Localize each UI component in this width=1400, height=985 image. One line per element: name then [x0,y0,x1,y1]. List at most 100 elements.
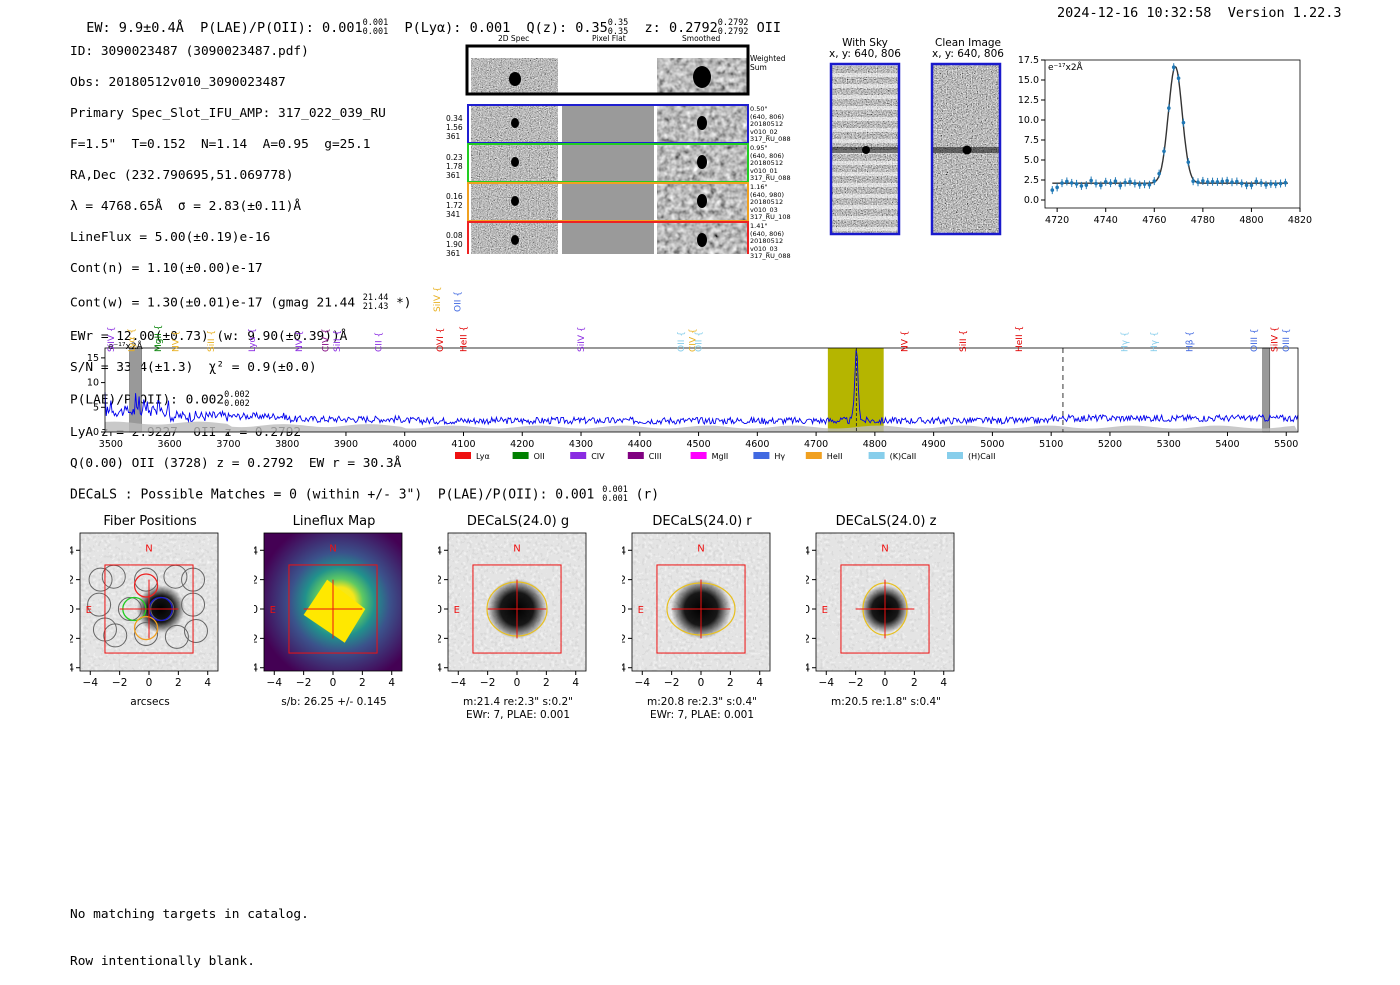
legend-swatch [868,452,885,459]
legend-label: HeII [827,452,843,461]
fiber-row-right-label: 0.95" (640, 806) 20180512 v010_01 317_RU… [750,144,791,182]
search-box [840,564,930,654]
panel-5: DECaLS(24.0) z N E −4 −4 −2 −2 0 0 2 2 4 4 m:20.5 re:… [806,512,966,727]
fiber-circle [183,619,208,644]
fiber-row-left-label: 0.08 1.90 361 [446,231,463,258]
zoom-xtick-label: 4820 [1288,215,1312,226]
legend-label: (K)CaII [890,452,917,461]
plya-label: P(Lyα): [404,20,462,36]
fiber-row-left-label: 0.16 1.72 341 [446,192,463,219]
line-label-text: OII { [677,331,687,352]
panel-xtick-label: 2 [359,677,366,689]
weighted-frame [465,44,750,96]
line-label: OII { [695,331,705,352]
panel-title: DECaLS(24.0) z [835,514,937,529]
zoom-data-point [1137,183,1142,187]
panel-xtick-label: −2 [112,677,127,689]
spec-xtick-label: 4300 [569,439,593,450]
line-label-text: NV { [295,331,305,352]
panel-4: DECaLS(24.0) r N E −4 −4 −2 −2 0 0 2 2 4 4 m:20.8 re:… [622,512,782,727]
line-label-text: SiII { [207,330,217,352]
line-label: Lyα { [248,328,258,352]
fiber-circle-red [133,573,159,598]
zoom-data-point [1259,181,1263,185]
fiber-row-left-label: 0.23 1.78 361 [446,153,463,180]
info-fparams: F=1.5" T=0.152 N=1.14 A=0.95 g=25.1 [70,136,371,152]
zoom-data-point [1152,179,1157,183]
panel-xtick-label: 4 [940,677,947,689]
line-label-text: SiIV { [107,326,117,352]
fiber-circle [164,624,189,649]
sky-images [829,62,1002,236]
zoom-data-point [1118,183,1123,188]
info-contw-err: 21.44 21.43 [362,292,389,312]
line-label: CIV { [321,328,331,352]
zoom-xtick-label: 4720 [1045,215,1069,226]
spec-xtick-label: 4500 [686,439,710,450]
zoom-data-point [1196,180,1200,185]
line-label: HeII { [459,326,469,352]
plae-err: 0.001 0.001 [362,18,389,37]
fiber-flat-image [562,223,654,254]
line-label-text: Lyα { [127,328,137,352]
fiber-source-blob [511,157,519,167]
spec-xtick-label: 5100 [1039,439,1063,450]
legend-label: Hγ [774,452,785,461]
panel-ytick-label: −4 [254,663,258,675]
spec-xtick-label: 3800 [275,439,299,450]
north-label: N [329,544,336,555]
zoom-data-point [1244,183,1249,187]
info-obs: Obs: 20180512v010_3090023487 [70,74,286,90]
line-label: Hγ { [1150,331,1160,352]
clean-image-title: Clean Image x, y: 640, 806 [932,37,1004,60]
panel-title: Fiber Positions [103,514,197,529]
line-label-text: CIV { [689,328,699,352]
line-label: OIII { [1250,328,1260,352]
fiber-row-right-label: 0.50" (640, 806) 20180512 v010_02 317_RU… [750,105,791,143]
panel-ytick-label: −4 [70,663,74,675]
info-lambda: λ = 4768.65Å σ = 2.83(±0.11)Å [70,198,302,214]
fiber-source-blob [511,235,519,245]
zoom-data-point [1230,180,1234,185]
z-label: z: [644,20,661,36]
north-label: N [513,544,520,555]
decals-title: DECaLS : Possible Matches = 0 (within +/… [70,487,595,503]
plya-value: 0.001 [469,20,511,36]
info-primary: Primary Spec_Slot_IFU_AMP: 317_022_039_R… [70,105,386,121]
info-radec: RA,Dec (232.790695,51.069778) [70,167,294,183]
panel-ytick-label: 0 [806,604,810,616]
line-label: MgII { [154,325,164,352]
panel-xtick-label: 2 [727,677,734,689]
line-label-text: OIII { [1250,328,1260,352]
zoom-data-point [1176,76,1181,80]
decals-err: 0.001 0.001 [602,485,628,504]
line-label-text: Hγ { [1121,331,1131,352]
legend-swatch [455,452,471,459]
line-label-text: CII { [374,332,384,352]
line-label-text: SiIV { [577,326,587,352]
header-datetime: 2024-12-16 10:32:58 Version 1.22.3 [1057,5,1342,21]
panel-ytick-label: −2 [806,633,810,645]
zoom-data-point [1167,106,1171,110]
zoom-data-point [1103,179,1108,184]
panel-ytick-label: −4 [438,663,442,675]
zoom-ylabel: e⁻¹⁷x2Å [1048,61,1084,73]
zoom-data-point [1171,65,1176,70]
spec-xtick-label: 4600 [745,439,769,450]
fiber-row-right-label: 1.16" (640, 980) 20180512 v010_03 317_RU… [750,183,791,221]
legend-swatch [690,452,707,459]
panel-xtick-label: 2 [911,677,918,689]
panel-ytick-label: 2 [438,575,442,587]
footer-line-2: Row intentionally blank. [70,953,255,969]
footer: No matching targets in catalog. Row inte… [70,876,309,985]
panel-ytick-label: 4 [70,545,74,557]
zoom-data-point [1254,179,1259,184]
panel-xtick-label: −2 [480,677,495,689]
panel-ytick-label: −2 [622,633,626,645]
info-lineflux: LineFlux = 5.00(±0.19)e-16 [70,229,271,245]
zoom-ytick-label: 17.5 [1018,55,1039,66]
fiber-row-1 [467,104,749,144]
legend-label: Lyα [476,452,490,461]
north-label: N [145,544,152,555]
qz-value: 0.35 [575,20,608,36]
